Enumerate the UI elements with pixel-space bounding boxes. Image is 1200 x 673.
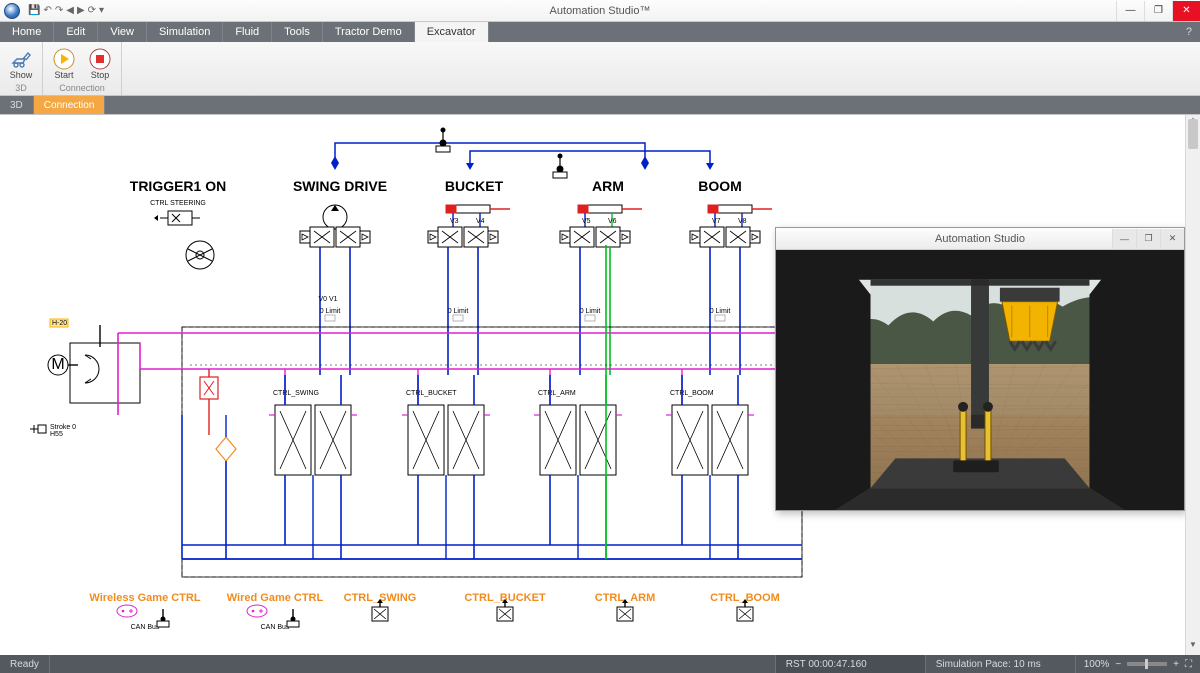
svg-text:0 Limit: 0 Limit [710,308,731,315]
svg-text:CTRL_BOOM: CTRL_BOOM [670,390,714,397]
qat-fwd-icon[interactable]: ▶ [77,5,85,16]
svg-text:0 Limit: 0 Limit [580,308,601,315]
play-icon [53,48,75,70]
qat-save-icon[interactable]: 💾 [28,5,40,16]
zoom-in-icon[interactable]: + [1173,659,1179,670]
window-close-button[interactable]: ✕ [1172,1,1200,21]
zoom-fit-icon[interactable]: ⛶ [1185,659,1192,670]
stop-button-label: Stop [91,70,110,80]
svg-text:H55: H55 [50,431,63,438]
subtab-3d[interactable]: 3D [0,96,34,114]
tab-edit[interactable]: Edit [54,22,98,42]
window-maximize-button[interactable]: ❐ [1144,1,1172,21]
tab-fluid[interactable]: Fluid [223,22,272,42]
svg-text:0 Limit: 0 Limit [320,308,341,315]
app-logo-icon [4,3,20,19]
svg-text:V7: V7 [712,218,721,225]
svg-text:CTRL_ARM: CTRL_ARM [538,390,576,397]
floating-window-title: Automation Studio [935,233,1025,245]
svg-text:CAN Bus: CAN Bus [131,624,160,631]
workspace: TRIGGER1 ON SWING DRIVE BUCKET ARM BOOM CTRL … [0,114,1200,655]
svg-text:V6: V6 [608,218,617,225]
floating-3d-window[interactable]: Automation Studio — ❐ ✕ [775,227,1185,511]
status-pace: Simulation Pace: 10 ms [926,655,1076,673]
svg-text:CAN Bus: CAN Bus [261,624,290,631]
svg-text:CTRL_SWING: CTRL_SWING [273,390,319,397]
ribbon-group-3d-label: 3D [4,83,38,95]
ribbon-group-connection-label: Connection [47,83,117,95]
start-button-label: Start [54,70,73,80]
status-rst: RST 00:00:47.160 [776,655,926,673]
scrollbar-thumb[interactable] [1188,119,1198,149]
tab-tools[interactable]: Tools [272,22,323,42]
title-bar: 💾 ↶ ↷ ◀ ▶ ⟳ ▾ Automation Studio™ — ❐ ✕ [0,0,1200,22]
floating-window-titlebar[interactable]: Automation Studio — ❐ ✕ [776,228,1184,250]
ribbon-group-3d: Show 3D [0,42,43,95]
svg-text:CTRL_BUCKET: CTRL_BUCKET [406,390,457,397]
zoom-value: 100% [1084,659,1110,670]
svg-text:SWING DRIVE: SWING DRIVE [293,178,387,194]
stop-icon [89,48,111,70]
svg-text:M: M [51,356,64,373]
svg-text:TRIGGER1 ON: TRIGGER1 ON [130,178,226,194]
svg-text:V4: V4 [476,218,485,225]
help-icon[interactable]: ? [1178,22,1200,42]
svg-text:V3: V3 [450,218,459,225]
svg-text:H-20: H-20 [52,320,67,327]
show-button[interactable]: Show [4,44,38,83]
window-title: Automation Studio™ [550,5,651,17]
qat-back-icon[interactable]: ◀ [66,5,74,16]
quick-access-toolbar: 💾 ↶ ↷ ◀ ▶ ⟳ ▾ [28,5,104,16]
scroll-down-icon[interactable]: ▼ [1186,640,1200,655]
qat-redo-icon[interactable]: ↷ [55,5,63,16]
ribbon-subtabs: 3D Connection [0,96,1200,114]
subtab-connection[interactable]: Connection [34,96,106,114]
svg-text:Stroke 0: Stroke 0 [50,424,76,431]
qat-down-icon[interactable]: ▾ [99,5,104,16]
floating-minimize-button[interactable]: — [1112,229,1136,249]
qat-undo-icon[interactable]: ↶ [43,5,51,16]
zoom-out-icon[interactable]: − [1115,659,1121,670]
svg-text:CTRL STEERING: CTRL STEERING [150,200,206,207]
svg-text:BUCKET: BUCKET [445,178,504,194]
show-button-label: Show [10,70,33,80]
ribbon-tabs: Home Edit View Simulation Fluid Tools Tr… [0,22,1200,42]
svg-text:0 Limit: 0 Limit [448,308,469,315]
svg-text:Wired Game CTRL: Wired Game CTRL [227,592,324,604]
floating-maximize-button[interactable]: ❐ [1136,229,1160,249]
svg-text:Wireless Game CTRL: Wireless Game CTRL [89,592,200,604]
ribbon-group-connection: Start Stop Connection [43,42,122,95]
svg-text:BOOM: BOOM [698,178,742,194]
excavator-icon [10,48,32,70]
tab-excavator[interactable]: Excavator [415,22,489,42]
tab-tractor-demo[interactable]: Tractor Demo [323,22,415,42]
tab-simulation[interactable]: Simulation [147,22,223,42]
floating-close-button[interactable]: ✕ [1160,229,1184,249]
svg-text:ARM: ARM [592,178,624,194]
3d-scene[interactable] [776,250,1184,510]
start-button[interactable]: Start [47,44,81,83]
tab-view[interactable]: View [98,22,147,42]
vertical-scrollbar[interactable]: ▲ ▼ [1185,115,1200,655]
status-bar: Ready RST 00:00:47.160 Simulation Pace: … [0,655,1200,673]
svg-text:V5: V5 [582,218,591,225]
svg-text:V0 V1: V0 V1 [318,296,337,303]
ribbon: Show 3D Start Stop Connection [0,42,1200,96]
stop-button[interactable]: Stop [83,44,117,83]
status-ready: Ready [0,655,50,673]
window-minimize-button[interactable]: — [1116,1,1144,21]
qat-refresh-icon[interactable]: ⟳ [88,5,96,16]
svg-text:V8: V8 [738,218,747,225]
status-zoom[interactable]: 100% − + ⛶ [1076,659,1200,670]
tab-home[interactable]: Home [0,22,54,42]
